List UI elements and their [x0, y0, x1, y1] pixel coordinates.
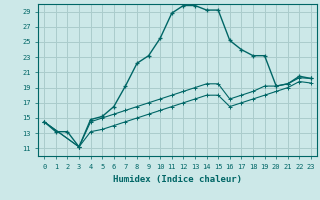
X-axis label: Humidex (Indice chaleur): Humidex (Indice chaleur) [113, 175, 242, 184]
